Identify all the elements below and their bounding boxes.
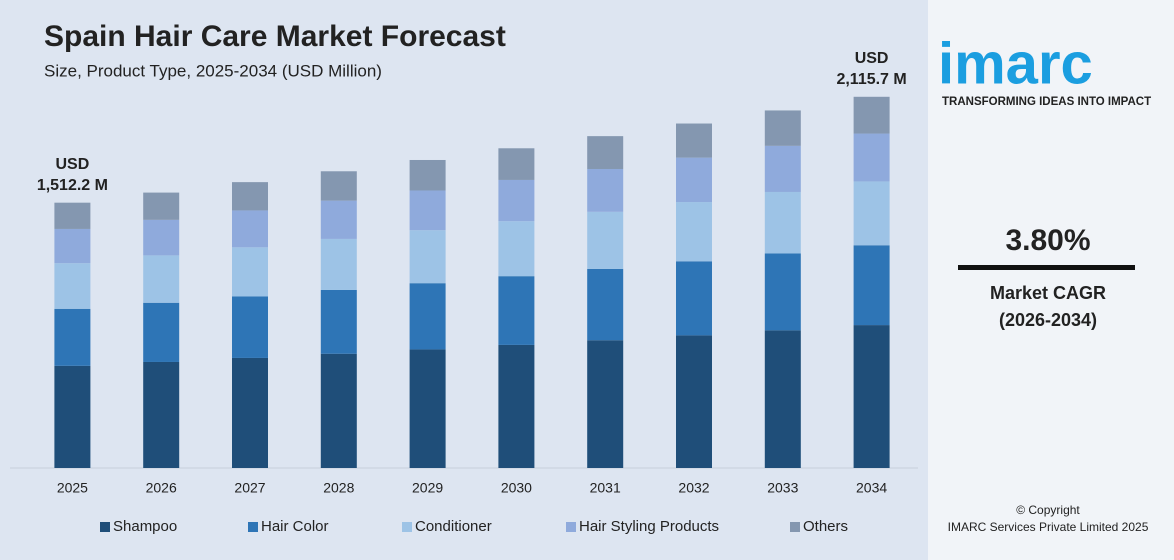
cagr-value: 3.80% (1005, 224, 1090, 257)
bar-segment (143, 361, 180, 468)
bar-segment (143, 192, 180, 220)
cagr-period: (2026-2034) (999, 310, 1097, 330)
bar-segment (764, 145, 801, 192)
bar-segment (54, 263, 91, 309)
bar-segment (232, 296, 268, 358)
bar-segment (587, 136, 624, 169)
bar-segment (853, 96, 890, 134)
logo: imarc (938, 31, 1093, 96)
bar-segment (409, 230, 446, 284)
x-tick-label: 2025 (57, 480, 88, 496)
bar-segment (498, 344, 535, 468)
bar-segment (143, 255, 180, 303)
legend-swatch (248, 522, 258, 532)
x-tick-label: 2026 (146, 480, 177, 496)
bar-segment (54, 228, 91, 264)
legend-label: Hair Styling Products (579, 518, 719, 535)
cagr-label: Market CAGR (990, 283, 1106, 303)
bar-segment (498, 276, 535, 345)
chart-title: Spain Hair Care Market Forecast (44, 20, 506, 53)
copyright: © Copyright (1016, 503, 1080, 517)
bar-segment (232, 247, 268, 297)
chart-subtitle: Size, Product Type, 2025-2034 (USD Milli… (44, 61, 382, 80)
bar-segment (676, 261, 712, 336)
tagline: TRANSFORMING IDEAS INTO IMPACT (942, 96, 1151, 108)
bar-segment (676, 335, 712, 468)
bar-segment (54, 202, 91, 229)
legend-swatch (402, 522, 412, 532)
legend-label: Others (803, 518, 848, 535)
x-tick-label: 2032 (678, 480, 709, 496)
bar-segment (853, 181, 890, 246)
bar-segment (320, 171, 357, 201)
bar-segment (143, 302, 180, 362)
x-tick-label: 2027 (234, 480, 265, 496)
legend-swatch (100, 522, 110, 532)
bar-segment (232, 210, 268, 248)
bar-segment (409, 283, 446, 350)
bar-segment (853, 325, 890, 468)
bar-segment (853, 133, 890, 182)
bar-segment (676, 123, 712, 158)
bar-segment (232, 182, 268, 211)
bar-segment (764, 110, 801, 146)
bar-segment (320, 353, 357, 468)
cagr-rule (958, 265, 1135, 270)
bar-segment (587, 340, 624, 468)
bar-segment (498, 148, 535, 180)
bar-segment (853, 245, 890, 326)
legend-label: Shampoo (113, 518, 177, 535)
legend-label: Hair Color (261, 518, 329, 535)
bar-segment (232, 357, 268, 468)
total-label: 1,512.2 M (37, 177, 108, 194)
bar-segment (320, 289, 357, 354)
bar-segment (54, 308, 91, 366)
bar-segment (764, 253, 801, 331)
sidebar-panel (928, 0, 1174, 560)
total-label: USD (56, 156, 90, 173)
legend-swatch (566, 522, 576, 532)
legend-swatch (790, 522, 800, 532)
bar-segment (143, 219, 180, 256)
bar-segment (764, 191, 801, 254)
total-label: USD (855, 50, 889, 67)
bar-segment (320, 200, 357, 239)
x-tick-label: 2034 (856, 480, 887, 496)
x-tick-label: 2029 (412, 480, 443, 496)
bar-segment (587, 211, 624, 269)
bar-segment (409, 190, 446, 231)
company: IMARC Services Private Limited 2025 (948, 520, 1149, 534)
bar-segment (676, 202, 712, 262)
bar-segment (498, 221, 535, 277)
bar-segment (320, 238, 357, 290)
x-tick-label: 2031 (590, 480, 621, 496)
total-label: 2,115.7 M (836, 71, 906, 88)
bar-segment (409, 159, 446, 191)
bar-segment (764, 330, 801, 468)
bar-segment (587, 168, 624, 212)
x-tick-label: 2030 (501, 480, 532, 496)
bar-segment (587, 268, 624, 341)
x-tick-label: 2028 (323, 480, 354, 496)
x-tick-label: 2033 (767, 480, 798, 496)
bar-segment (676, 157, 712, 203)
bar-segment (54, 365, 91, 468)
bar-segment (409, 349, 446, 468)
bar-segment (498, 179, 535, 222)
legend-label: Conditioner (415, 518, 492, 535)
